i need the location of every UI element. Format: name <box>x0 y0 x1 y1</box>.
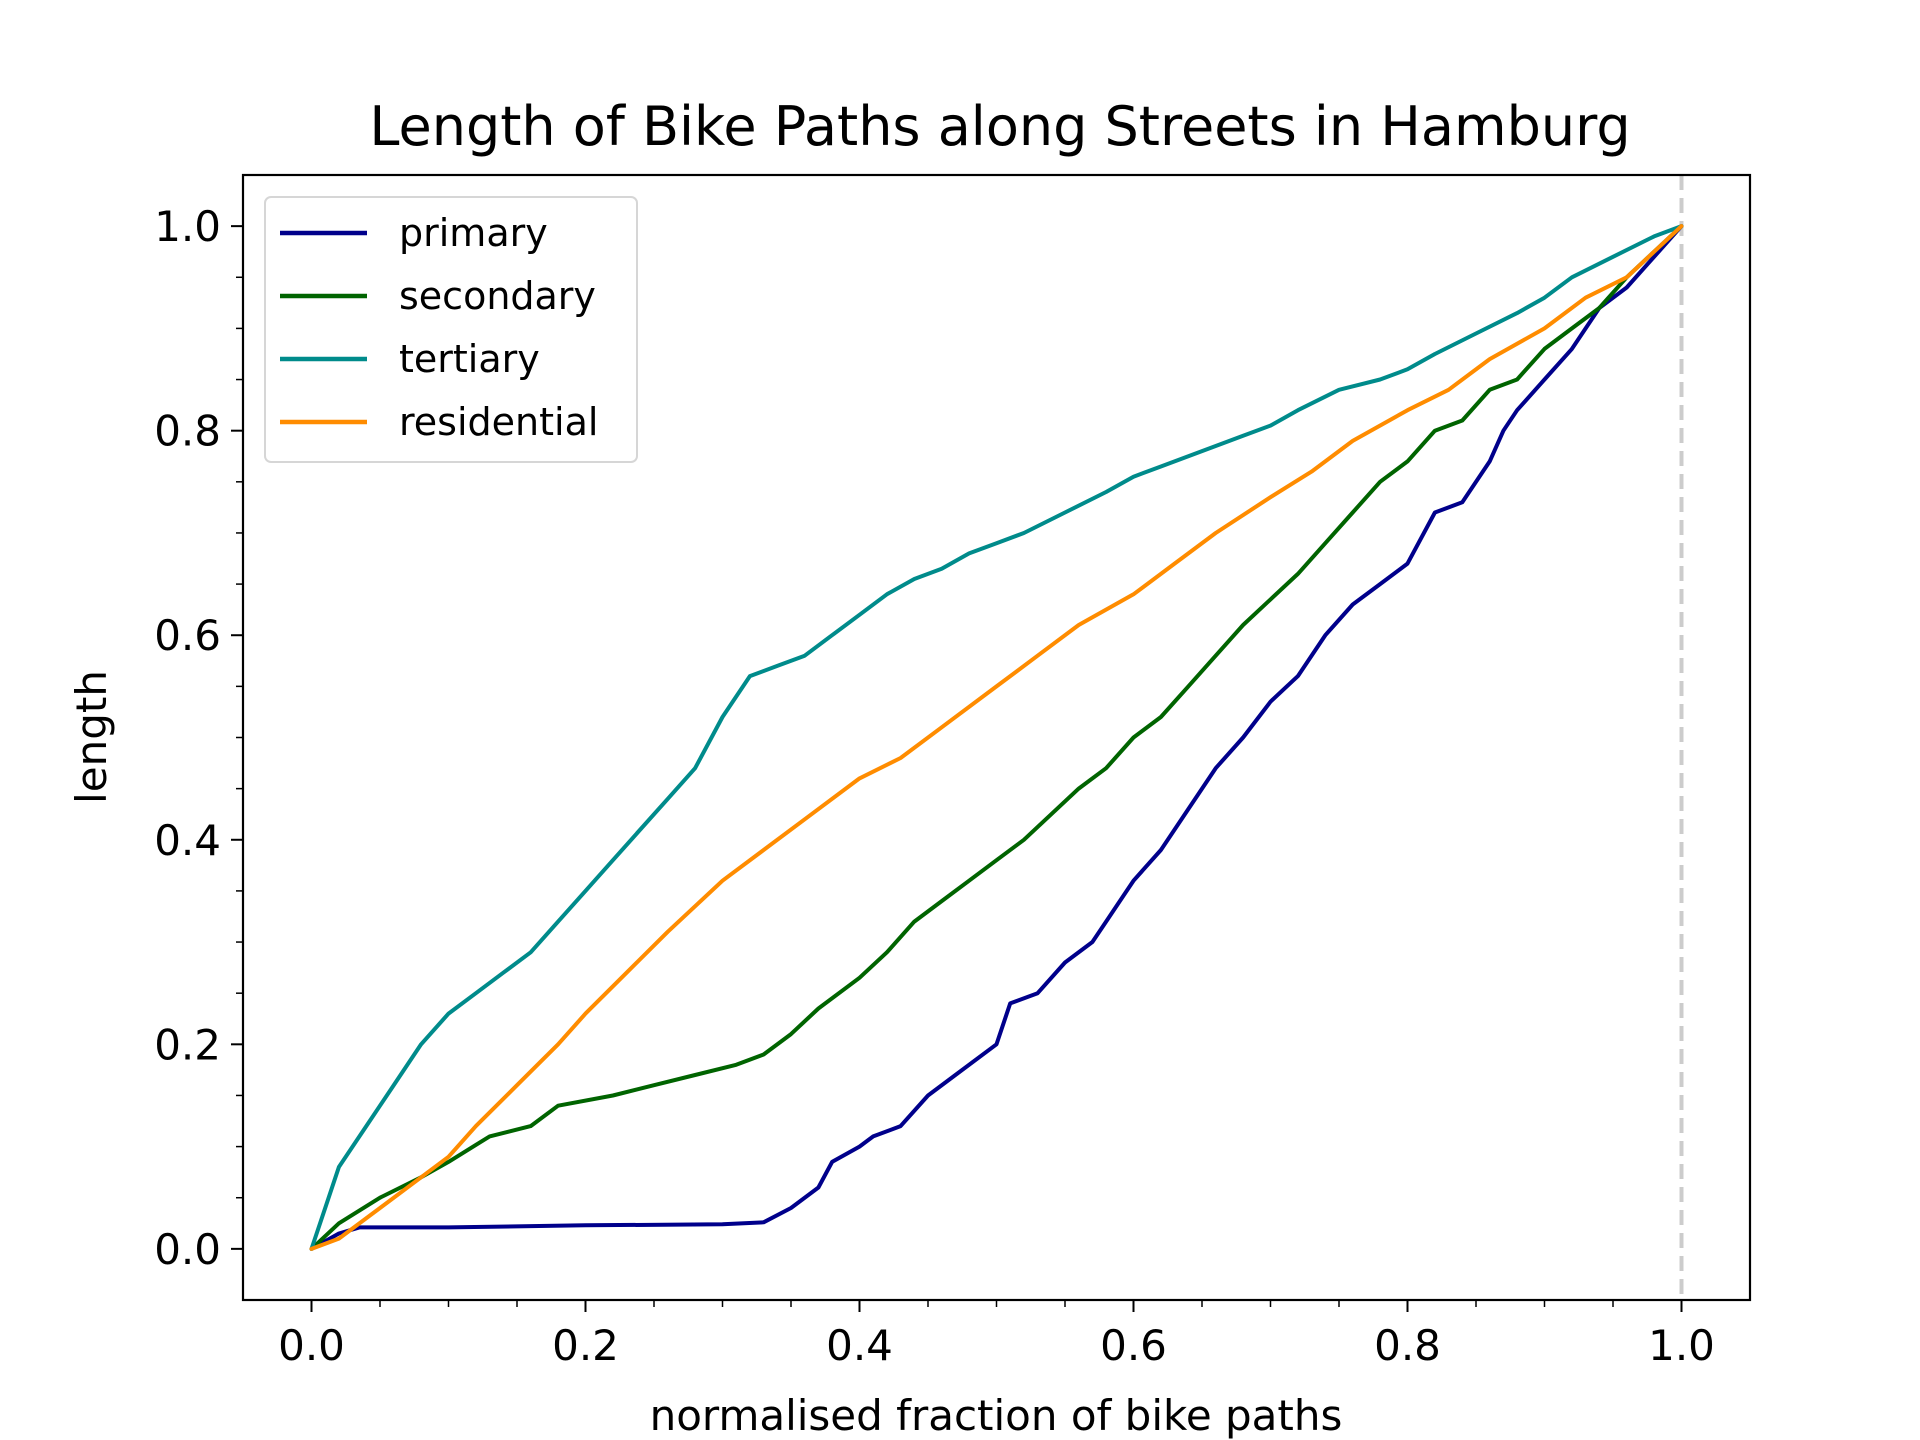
series-line-tertiary <box>309 224 1684 1251</box>
y-tick-label: 0.0 <box>154 1225 221 1274</box>
x-tick-label: 0.8 <box>1374 1321 1441 1370</box>
chart-title: Length of Bike Paths along Streets in Ha… <box>369 95 1630 158</box>
series-line-residential <box>309 224 1684 1251</box>
x-tick-label: 0.0 <box>278 1321 345 1370</box>
series-line-secondary <box>309 224 1684 1251</box>
series-line-primary <box>309 224 1684 1251</box>
legend-label-primary: primary <box>399 211 548 255</box>
legend-label-residential: residential <box>399 400 598 444</box>
legend-label-tertiary: tertiary <box>399 337 540 381</box>
x-axis-label: normalised fraction of bike paths <box>650 1391 1343 1440</box>
y-tick-label: 0.4 <box>154 816 221 865</box>
x-tick-label: 0.2 <box>552 1321 619 1370</box>
y-axis-label: length <box>67 670 116 804</box>
legend: primary secondary tertiary residential <box>264 196 638 463</box>
y-tick-label: 0.2 <box>154 1020 221 1069</box>
legend-label-secondary: secondary <box>399 274 596 318</box>
y-tick-label: 1.0 <box>154 202 221 251</box>
y-tick-label: 0.6 <box>154 611 221 660</box>
x-tick-label: 1.0 <box>1648 1321 1715 1370</box>
x-tick-label: 0.6 <box>1100 1321 1167 1370</box>
x-tick-label: 0.4 <box>826 1321 893 1370</box>
y-tick-label: 0.8 <box>154 407 221 456</box>
legend-box <box>264 196 638 463</box>
